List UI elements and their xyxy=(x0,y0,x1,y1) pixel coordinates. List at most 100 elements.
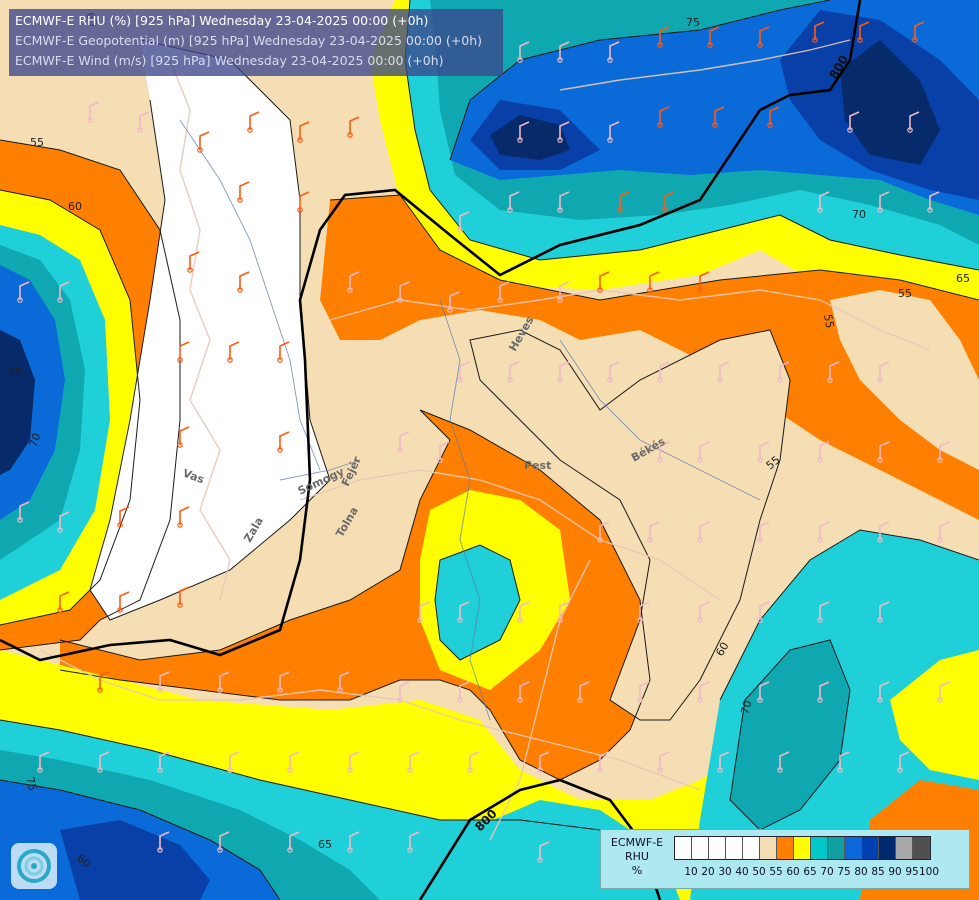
legend-swatch xyxy=(828,837,845,859)
wind-barb xyxy=(399,431,410,450)
wind-barb-station xyxy=(767,122,773,128)
contour-label: 65 xyxy=(8,366,22,379)
wind-barb-station xyxy=(877,207,883,213)
rh-65-inner-cyan xyxy=(435,545,520,660)
legend-tick: 60 xyxy=(786,866,800,878)
wind-barb-station xyxy=(177,357,183,363)
wind-barb xyxy=(459,681,470,700)
legend-swatch xyxy=(726,837,743,859)
wind-barb-station xyxy=(177,602,183,608)
wind-barb xyxy=(469,751,480,770)
wind-barb-station xyxy=(937,697,943,703)
wind-barb-station xyxy=(927,207,933,213)
wind-barb xyxy=(664,191,675,210)
wind-barb xyxy=(419,601,430,620)
wind-barb-station xyxy=(657,122,663,128)
legend-title-variable: RHU xyxy=(625,850,649,863)
wind-barbs xyxy=(17,21,950,863)
wind-barb xyxy=(759,521,770,540)
wind-barb xyxy=(814,21,825,40)
wind-barb-station xyxy=(287,847,293,853)
wind-barb xyxy=(179,341,190,360)
wind-barb-station xyxy=(537,767,543,773)
wind-barb xyxy=(399,281,410,300)
contour-label: 65 xyxy=(956,272,970,285)
wind-barb xyxy=(879,681,890,700)
wind-barb xyxy=(759,441,770,460)
legend-tick: 100 xyxy=(918,866,940,878)
wind-barb-station xyxy=(657,767,663,773)
wind-barb-station xyxy=(467,767,473,773)
legend-tick: 55 xyxy=(769,866,783,878)
wind-barb xyxy=(349,271,360,290)
contour-label: 70 xyxy=(852,208,866,221)
wind-barb xyxy=(59,511,70,530)
wind-barb-station xyxy=(557,377,563,383)
legend-swatch xyxy=(845,837,862,859)
wind-barb xyxy=(559,361,570,380)
wind-barb-station xyxy=(817,457,823,463)
wind-barb-station xyxy=(97,687,103,693)
rh-50-dry-tongue xyxy=(90,40,330,620)
wind-barb xyxy=(659,441,670,460)
wind-barb xyxy=(179,426,190,445)
wind-barb xyxy=(59,591,70,610)
wind-barb xyxy=(879,601,890,620)
wind-barb-station xyxy=(227,767,233,773)
wind-barb xyxy=(349,751,360,770)
wind-barb-station xyxy=(517,137,523,143)
wind-barb xyxy=(819,191,830,210)
wind-barb-station xyxy=(817,697,823,703)
wind-barb xyxy=(399,681,410,700)
wind-barb-station xyxy=(347,847,353,853)
wind-barb-station xyxy=(577,697,583,703)
wind-barb-station xyxy=(557,207,563,213)
wind-barb xyxy=(819,521,830,540)
wind-barb-station xyxy=(17,517,23,523)
legend-swatch xyxy=(709,837,726,859)
wind-barb xyxy=(449,291,460,310)
legend-tick: 90 xyxy=(888,866,902,878)
wind-barb-station xyxy=(897,767,903,773)
wind-barb-station xyxy=(757,617,763,623)
rh-90-top-left xyxy=(490,115,570,160)
legend-tick: 75 xyxy=(837,866,851,878)
wind-barb-station xyxy=(337,687,343,693)
wind-barb xyxy=(349,116,360,135)
wind-barb xyxy=(459,601,470,620)
wind-barb-station xyxy=(697,287,703,293)
rhu-legend: ECMWF-E RHU % 10 20 30 40 50 55 60 65 70 75 80 85 90… xyxy=(600,829,970,889)
wind-barb-station xyxy=(507,377,513,383)
wind-barb xyxy=(159,671,170,690)
wind-barb xyxy=(639,681,650,700)
wind-barb xyxy=(909,111,920,130)
wind-barb-station xyxy=(457,377,463,383)
wind-barb xyxy=(409,831,420,850)
rh-90-top-right xyxy=(840,40,940,165)
legend-swatch xyxy=(675,837,692,859)
wind-barb xyxy=(559,601,570,620)
wind-barb-station xyxy=(157,847,163,853)
rivers xyxy=(179,119,761,721)
wind-barb xyxy=(439,441,450,460)
wind-barb-station xyxy=(912,37,918,43)
wind-barb-station xyxy=(757,537,763,543)
wind-barb xyxy=(39,751,50,770)
wind-barb xyxy=(609,41,620,60)
wind-barb xyxy=(709,26,720,45)
wind-barb-station xyxy=(557,57,563,63)
wind-barb-station xyxy=(717,767,723,773)
wind-barb xyxy=(559,121,570,140)
wind-barb-station xyxy=(877,377,883,383)
wind-barb xyxy=(699,441,710,460)
wind-barb-station xyxy=(437,457,443,463)
wind-barb xyxy=(159,831,170,850)
wind-barb xyxy=(519,41,530,60)
wind-barb xyxy=(289,831,300,850)
wind-barb-station xyxy=(657,42,663,48)
contour-label: 60 xyxy=(713,640,731,659)
contour-label: 65 xyxy=(318,838,332,851)
wind-barb xyxy=(99,751,110,770)
wind-barb-station xyxy=(517,57,523,63)
wind-barb-station xyxy=(497,297,503,303)
